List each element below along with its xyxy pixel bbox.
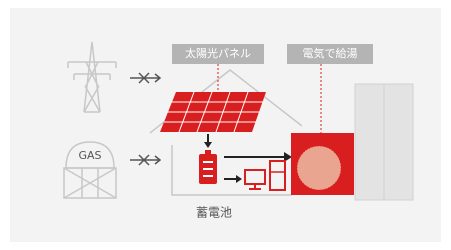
page: {"labels": {"solar_panel": "太陽光パネル", "el…: [0, 0, 451, 250]
battery-label: 蓄電池: [196, 206, 232, 220]
water-heating-label: 電気で給湯: [303, 46, 358, 60]
gas-label: GAS: [78, 149, 101, 162]
heat-pump: [291, 133, 354, 195]
solar-panel-label: 太陽光パネル: [185, 46, 251, 60]
battery: [199, 150, 217, 184]
water-tank: [355, 84, 413, 200]
solar-panel: [160, 92, 266, 132]
diagram: GAS 太陽光パネル 蓄電池: [0, 0, 451, 250]
